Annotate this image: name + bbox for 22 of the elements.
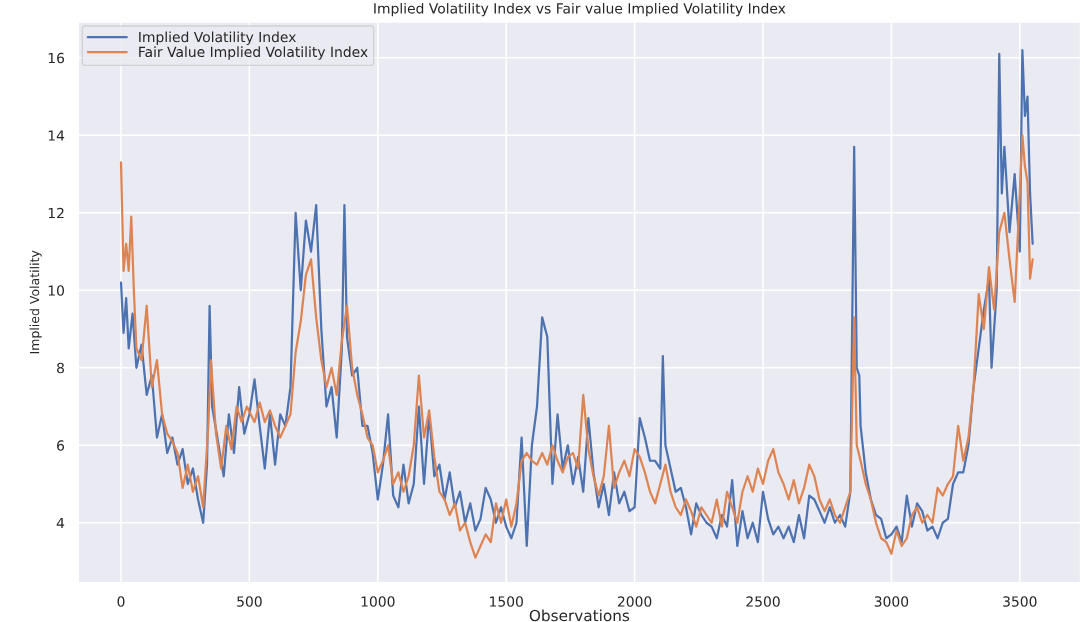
x-tick-label: 500 (237, 596, 262, 607)
y-tick-label: 16 (48, 52, 65, 64)
x-tick-label: 0 (117, 596, 125, 607)
x-axis-title: Observations (529, 609, 630, 622)
x-tick-label: 1500 (490, 596, 523, 607)
x-tick-label: 3500 (1003, 596, 1037, 607)
x-tick-label: 3000 (874, 596, 909, 607)
y-axis-title: Implied Volatility (29, 250, 42, 354)
legend-label: Fair Value Implied Volatility Index (139, 46, 368, 60)
chart-title: Implied Volatility Index vs Fair value Implied Volatility Index (374, 2, 786, 17)
y-tick-label: 6 (57, 440, 65, 451)
x-tick-label: 1000 (361, 596, 395, 607)
x-tick-label: 2000 (617, 596, 652, 607)
legend-label: Implied Volatility Index (139, 31, 296, 45)
line-series (119, 48, 1034, 548)
x-tick-label: 2500 (746, 596, 780, 607)
y-tick-label: 12 (48, 207, 64, 219)
y-tick-label: 14 (48, 130, 65, 141)
y-tick-label: 4 (56, 517, 65, 529)
y-tick-label: 10 (48, 285, 64, 296)
line-series (119, 134, 1034, 559)
y-tick-label: 8 (57, 362, 64, 374)
